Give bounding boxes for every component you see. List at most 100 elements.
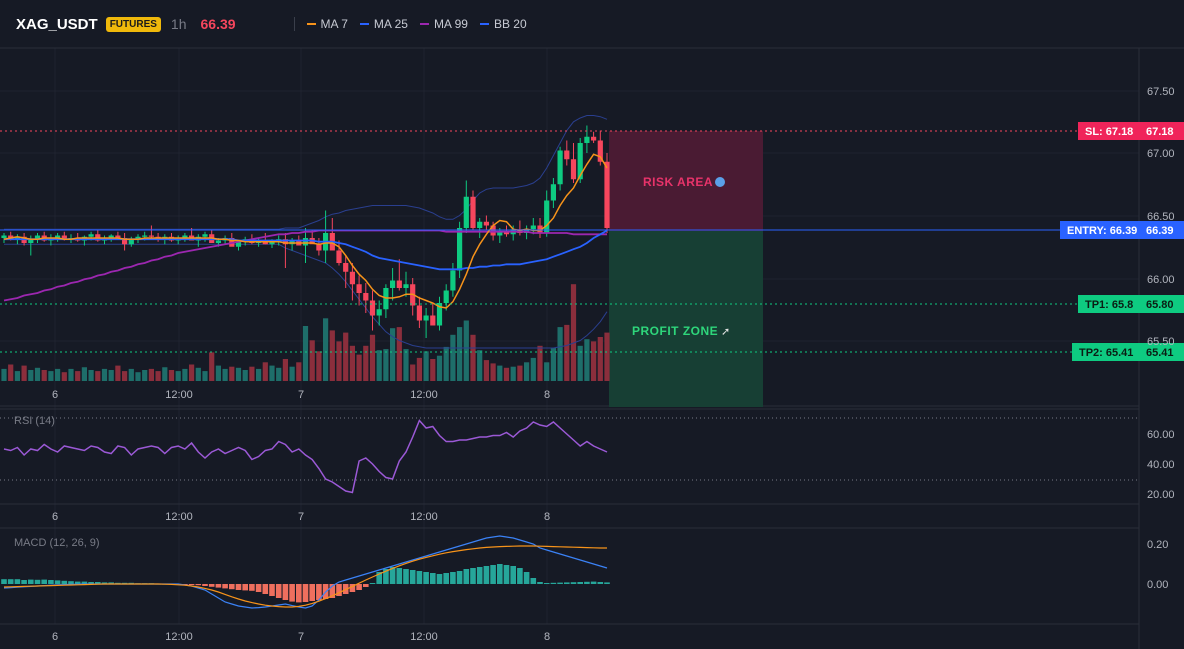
- legend-label: BB 20: [493, 17, 527, 31]
- candle: [356, 275, 362, 306]
- volume-bar: [189, 364, 195, 381]
- volume-bar: [483, 360, 489, 381]
- volume-bar: [262, 362, 268, 381]
- candle-body: [349, 271, 355, 285]
- legend-label: MA 99: [433, 17, 468, 31]
- candle-body: [544, 200, 550, 233]
- time-tick-label: 7: [298, 389, 304, 401]
- tp1-axis-tag: [1139, 295, 1184, 313]
- rsi-path: [3, 419, 608, 494]
- symbol-label[interactable]: XAG_USDT: [16, 15, 98, 33]
- tp1-tag-text: TP1: 65.8: [1085, 299, 1133, 311]
- volume-bar: [510, 366, 516, 381]
- macd-hist-bar: [282, 584, 289, 600]
- legend-ma7[interactable]: MA 7: [306, 17, 348, 31]
- volume-bar: [128, 368, 134, 381]
- candle: [597, 130, 603, 166]
- candle-body: [570, 159, 577, 180]
- candle-body: [577, 143, 583, 180]
- macd-hist-bar: [476, 567, 483, 584]
- volume-bar: [182, 368, 188, 381]
- macd-hist-bar: [517, 568, 523, 584]
- volume-bar: [390, 328, 396, 381]
- candle: [363, 283, 369, 313]
- volume-bar: [175, 371, 181, 381]
- candle-body: [108, 235, 114, 238]
- macd-hist-bar: [195, 584, 202, 586]
- macd-hist-bar: [74, 581, 81, 584]
- volume-bar: [443, 346, 449, 381]
- candle-body: [302, 238, 309, 246]
- macd-hist-bar: [470, 568, 476, 584]
- volume-bar: [48, 371, 54, 381]
- macd-hist-bar: [41, 579, 47, 584]
- volume-bar: [323, 318, 329, 381]
- candle: [122, 233, 128, 251]
- macd-hist-bar: [564, 582, 570, 584]
- volume-bar: [88, 370, 94, 381]
- volume-bar: [289, 366, 295, 381]
- time-tick-label: 12:00: [410, 631, 438, 643]
- tp2-axis-tag: [1139, 343, 1184, 361]
- legend-bb20[interactable]: BB 20: [479, 17, 527, 31]
- time-axes: 6 12:00 7 12:00 8 6 12:00 7 12:00 8 6 12:00 7 12:00 8: [52, 389, 550, 643]
- shield-icon: [715, 177, 725, 187]
- candle-body: [336, 250, 342, 263]
- legend-ma99[interactable]: MA 99: [419, 17, 468, 31]
- volume-bar: [302, 326, 309, 381]
- legend-swatch: [479, 23, 489, 25]
- candle-body: [88, 234, 94, 237]
- volume-bar: [423, 351, 429, 381]
- tp1-tag: [1078, 295, 1139, 313]
- volume-bar: [95, 371, 101, 381]
- candle-body: [436, 303, 443, 326]
- candle-body: [396, 280, 402, 288]
- macd-hist-bar: [81, 581, 88, 584]
- candle-body: [416, 305, 422, 321]
- macd-hist-bar: [7, 579, 14, 584]
- price-tick-label: 65.50: [1147, 336, 1175, 348]
- time-tick-label: 12:00: [410, 389, 438, 401]
- volume-bar: [436, 355, 443, 381]
- macd-hist-bar: [188, 584, 195, 585]
- candle-body: [343, 263, 349, 272]
- volume-bar: [155, 371, 161, 381]
- volume-bar: [383, 349, 389, 381]
- macd-hist-bar: [275, 584, 282, 598]
- candle: [376, 300, 382, 326]
- volume-bar: [108, 370, 114, 381]
- volume-bar: [343, 332, 349, 381]
- legend-swatch: [359, 23, 369, 25]
- volume-bar: [550, 348, 556, 381]
- volume-bar: [490, 363, 496, 381]
- macd-tick-label: 0.20: [1147, 539, 1168, 551]
- volume-bar: [477, 350, 483, 381]
- futures-badge: FUTURES: [105, 16, 161, 32]
- volume-bar: [604, 332, 610, 381]
- interval-label[interactable]: 1h: [170, 16, 187, 32]
- candle-body: [584, 136, 590, 143]
- macd-hist-bar: [88, 582, 94, 584]
- tp2-tag-text: TP2: 65.41: [1079, 347, 1133, 359]
- macd-hist-bar: [389, 567, 396, 584]
- candle: [423, 308, 429, 338]
- volume-bar: [81, 367, 87, 381]
- volume-bar: [276, 367, 282, 381]
- macd-hist-bar: [510, 566, 516, 584]
- volume-bar: [416, 357, 422, 381]
- price-tick-label: 67.00: [1147, 148, 1175, 160]
- volume-bar: [215, 365, 221, 381]
- macd-hist-bar: [483, 566, 490, 584]
- candle-body: [390, 280, 396, 288]
- volume-bar: [249, 366, 255, 381]
- rsi-tick-label: 40.00: [1147, 459, 1175, 471]
- candle: [390, 268, 396, 301]
- candle-body: [557, 150, 563, 185]
- legend-swatch: [419, 23, 429, 25]
- candle: [302, 228, 309, 263]
- legend-ma25[interactable]: MA 25: [359, 17, 408, 31]
- macd-hist-bar: [584, 581, 590, 584]
- candle: [550, 178, 556, 208]
- candle-body: [34, 235, 41, 240]
